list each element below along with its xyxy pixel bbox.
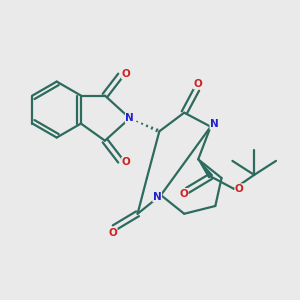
Text: O: O (235, 184, 244, 194)
Text: N: N (153, 192, 161, 202)
Polygon shape (198, 159, 212, 178)
Text: O: O (122, 158, 130, 167)
Text: O: O (193, 79, 202, 89)
Text: O: O (108, 228, 117, 239)
Text: N: N (125, 113, 134, 123)
Text: O: O (122, 69, 130, 79)
Text: N: N (210, 119, 219, 129)
Text: O: O (179, 188, 188, 199)
